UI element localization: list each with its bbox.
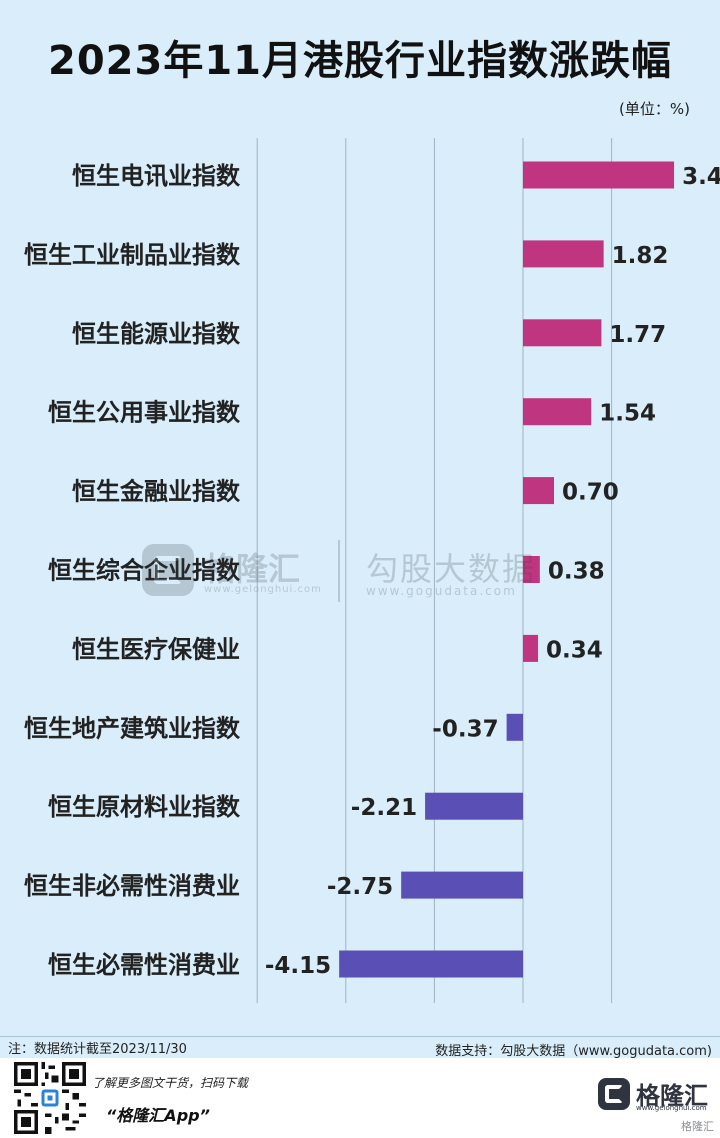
data-label: 0.38: [548, 559, 605, 585]
category-label: 恒生必需性消费业: [48, 951, 240, 979]
promo-app-name: “格隆汇App”: [106, 1106, 210, 1125]
bar: [523, 319, 602, 347]
data-cutoff-note: 注：数据统计截至2023/11/30: [8, 1042, 187, 1057]
data-label: 1.54: [599, 401, 656, 427]
brand-name: 格隆汇: [636, 1082, 708, 1110]
category-label: 恒生地产建筑业指数: [24, 714, 241, 742]
category-label: 恒生原材料业指数: [48, 793, 241, 821]
corner-watermark: 格隆汇: [681, 1120, 714, 1133]
data-label: 0.34: [546, 637, 603, 663]
bar: [523, 477, 555, 505]
bar: [401, 871, 523, 899]
bar: [523, 240, 604, 268]
category-label: 恒生非必需性消费业: [24, 872, 240, 900]
data-label: -4.15: [265, 953, 331, 979]
category-label: 恒生能源业指数: [72, 320, 241, 348]
unit-label: (单位：%): [619, 100, 690, 118]
data-label: 1.82: [612, 243, 669, 269]
category-label: 恒生医疗保健业: [72, 635, 240, 663]
category-label: 恒生金融业指数: [72, 478, 241, 506]
category-label: 恒生电讯业指数: [72, 162, 241, 190]
category-label: 恒生公用事业指数: [48, 399, 241, 427]
brand-url: www.gelonghui.com: [636, 1104, 707, 1112]
bar: [425, 792, 523, 820]
bar: [523, 398, 592, 426]
data-source-note: 数据支持：勾股大数据（www.gogudata.com): [435, 1044, 712, 1059]
data-label: -0.37: [432, 716, 498, 742]
category-label: 恒生工业制品业指数: [24, 241, 241, 269]
bar-chart: 恒生电讯业指数 3.41 恒生工业制品业指数 1.82 恒生能源业指数 1.77 恒生公用事…: [24, 138, 720, 1003]
promo-text: 了解更多图文干货，扫码下载: [92, 1076, 249, 1090]
bar: [523, 556, 540, 583]
data-label: 3.41: [682, 164, 720, 190]
data-label: 1.77: [609, 322, 666, 348]
bar: [523, 161, 675, 189]
bar: [506, 713, 523, 741]
footer-divider: [0, 1036, 720, 1037]
bar: [339, 950, 523, 978]
category-label: 恒生综合企业指数: [48, 557, 241, 585]
footer-banner: 了解更多图文干货，扫码下载 “格隆汇App” 格隆汇 www.gelonghui…: [0, 1058, 720, 1138]
data-label: -2.21: [351, 795, 417, 821]
qr-code-icon[interactable]: [14, 1062, 86, 1134]
data-label: -2.75: [327, 874, 393, 900]
bar: [523, 634, 539, 662]
gelonghui-logo-icon: [598, 1078, 630, 1110]
data-label: 0.70: [562, 480, 619, 506]
chart-title: 2023年11月港股行业指数涨跌幅: [48, 38, 672, 84]
